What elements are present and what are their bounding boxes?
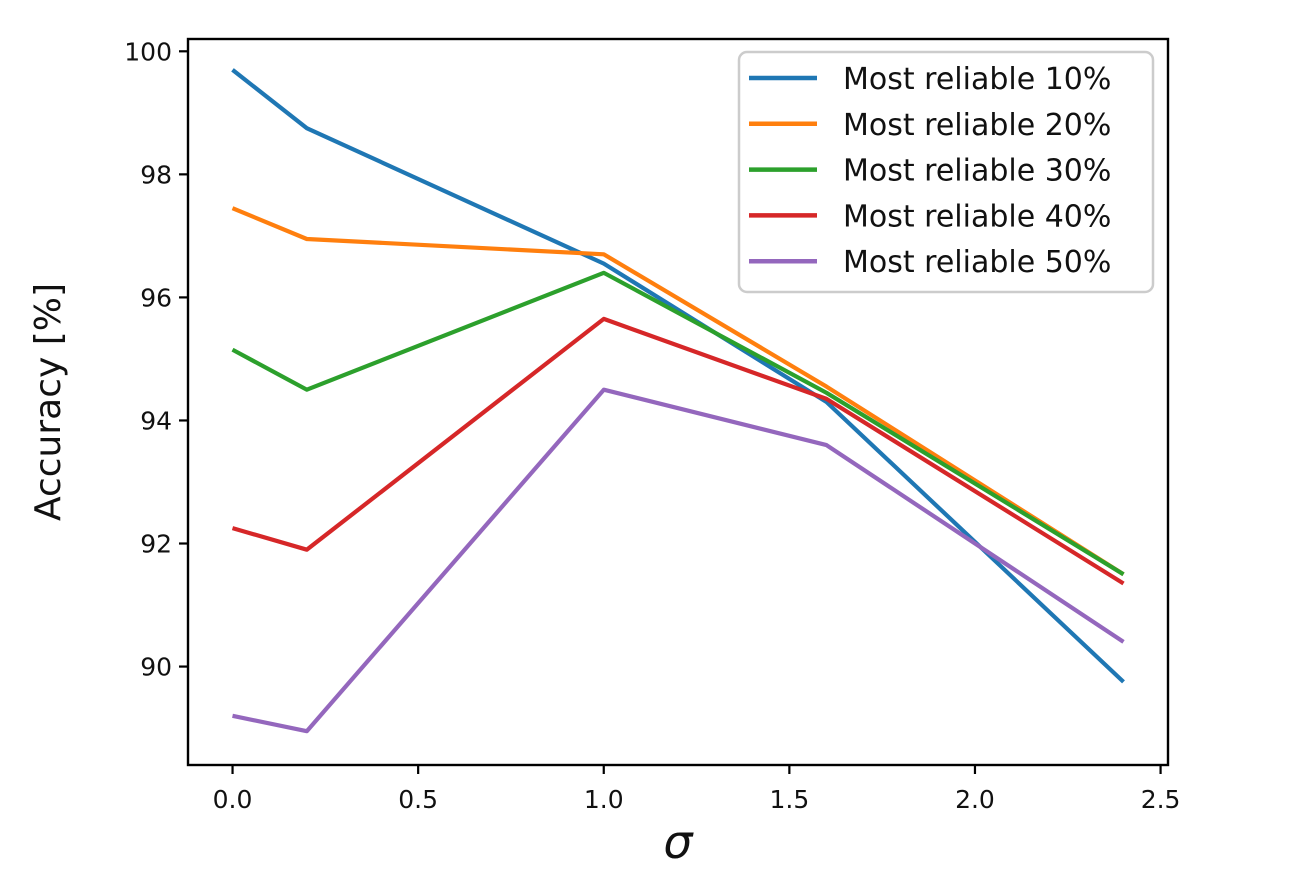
x-tick-label: 0.0 [213, 785, 253, 814]
legend-label: Most reliable 20% [843, 108, 1111, 143]
x-tick-label: 1.5 [769, 785, 809, 814]
x-tick-label: 0.5 [398, 785, 438, 814]
legend-box [737, 50, 1155, 294]
y-axis-label: Accuracy [%] [28, 283, 69, 521]
y-axis-ticks: 100 98 96 94 92 90 [124, 37, 188, 682]
y-tick-label: 94 [140, 406, 172, 435]
y-tick-label: 90 [140, 653, 172, 682]
legend: Most reliable 10% Most reliable 20% Most r… [737, 50, 1155, 294]
chart-line-most-reliable-40- [231, 316, 1125, 586]
legend-label: Most reliable 50% [843, 245, 1111, 280]
x-axis-ticks: 0.0 0.5 1.0 1.5 2.0 2.5 [213, 765, 1181, 814]
chart-line-most-reliable-30- [231, 270, 1125, 577]
chart-line-most-reliable-20- [231, 206, 1125, 577]
legend-label: Most reliable 10% [843, 62, 1111, 97]
y-tick-label: 100 [124, 37, 172, 66]
chart-line-most-reliable-50- [232, 387, 1125, 734]
y-tick-label: 96 [140, 283, 172, 312]
x-tick-label: 1.0 [584, 785, 624, 814]
axes-border [186, 37, 1170, 767]
chart-line-most-reliable-10- [231, 68, 1125, 684]
legend-label: Most reliable 30% [843, 154, 1111, 189]
legend-label: Most reliable 40% [843, 199, 1111, 234]
x-tick-label: 2.0 [955, 785, 995, 814]
series-lines [231, 68, 1125, 734]
y-tick-label: 92 [140, 530, 172, 559]
x-tick-label: 2.5 [1141, 785, 1181, 814]
y-tick-label: 98 [140, 160, 172, 189]
x-axis-label: σ [663, 815, 694, 869]
